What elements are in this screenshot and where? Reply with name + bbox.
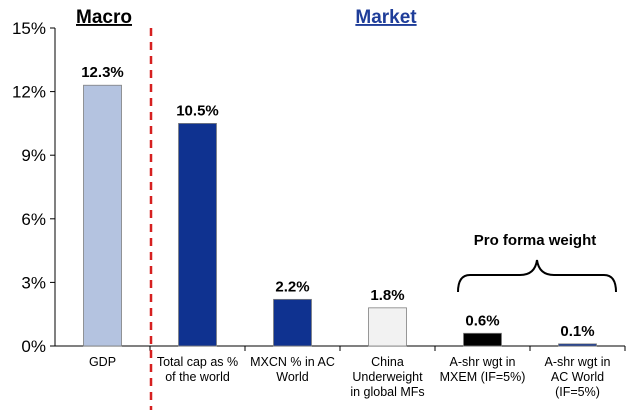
data-label: 0.6% bbox=[465, 312, 499, 329]
pro-forma-annotation: Pro forma weight bbox=[474, 232, 597, 249]
y-axis-ticks: 0% 3% 6% 9% 12% 15% bbox=[12, 19, 55, 356]
y-tick-label: 6% bbox=[21, 210, 46, 229]
x-tick-label: Underweight bbox=[352, 370, 423, 384]
x-tick-label: MXEM (IF=5%) bbox=[440, 370, 526, 384]
data-label: 2.2% bbox=[275, 278, 309, 295]
y-tick-label: 0% bbox=[21, 337, 46, 356]
data-label: 12.3% bbox=[81, 64, 124, 81]
x-tick-label: (IF=5%) bbox=[555, 385, 600, 399]
data-label: 10.5% bbox=[176, 102, 219, 119]
data-label: 0.1% bbox=[560, 323, 594, 340]
x-tick-label: A-shr wgt in bbox=[450, 355, 516, 369]
x-tick-label: MXCN % in AC bbox=[250, 355, 335, 369]
y-tick-label: 12% bbox=[12, 83, 46, 102]
bar bbox=[178, 123, 217, 347]
x-tick-label: China bbox=[371, 355, 404, 369]
market-section-label: Market bbox=[355, 7, 417, 28]
y-tick-label: 9% bbox=[21, 146, 46, 165]
y-tick-label: 3% bbox=[21, 273, 46, 292]
x-tick-label: of the world bbox=[165, 370, 230, 384]
bar bbox=[463, 332, 502, 347]
x-tick-label: World bbox=[276, 370, 308, 384]
x-tick-label: in global MFs bbox=[350, 385, 424, 399]
y-tick-label: 15% bbox=[12, 19, 46, 38]
macro-section-label: Macro bbox=[76, 7, 132, 28]
bar bbox=[273, 298, 312, 347]
x-axis-tick-labels: GDP Total cap as %of the world MXCN % in A… bbox=[89, 346, 626, 399]
bar bbox=[368, 307, 407, 347]
data-label: 1.8% bbox=[370, 287, 404, 304]
x-tick-label: AC World bbox=[551, 370, 604, 384]
bar bbox=[83, 84, 122, 347]
bar bbox=[558, 343, 597, 347]
x-tick-label: Total cap as % bbox=[157, 355, 238, 369]
x-tick-label: A-shr wgt in bbox=[545, 355, 611, 369]
bars bbox=[83, 84, 597, 347]
pro-forma-brace bbox=[457, 259, 617, 293]
data-labels: 12.3% 10.5% 2.2% 1.8% 0.6% 0.1% bbox=[81, 64, 594, 340]
x-tick-label: GDP bbox=[89, 355, 116, 369]
